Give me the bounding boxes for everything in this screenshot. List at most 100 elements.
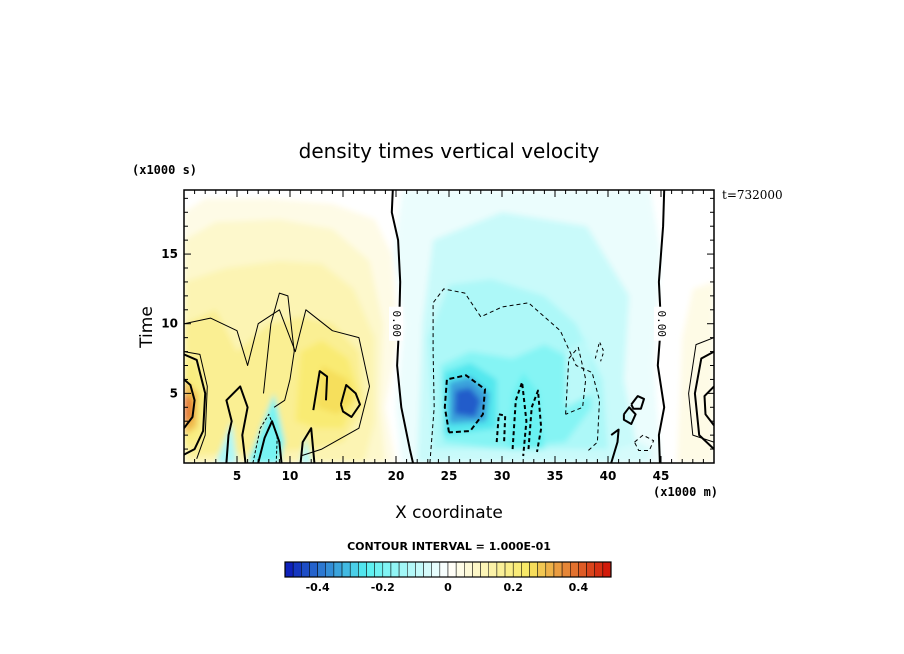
colorbar-cell bbox=[447, 561, 457, 578]
colorbar-cell bbox=[374, 561, 384, 578]
zero-contour-small bbox=[225, 385, 249, 463]
x-tick-label: 15 bbox=[335, 469, 352, 483]
pos-contour bbox=[184, 309, 370, 457]
neg-contour bbox=[252, 413, 278, 463]
colorbar-tick-label: -0.4 bbox=[306, 581, 330, 594]
neg-contour bbox=[429, 288, 600, 463]
colorbar-cell bbox=[464, 561, 473, 578]
colorbar-cell bbox=[333, 561, 343, 578]
colorbar-cell bbox=[349, 561, 359, 578]
colorbar-tick-label: 0.4 bbox=[569, 581, 589, 594]
pos-contour bbox=[263, 292, 295, 408]
colorbar-tick-label: 0 bbox=[444, 581, 452, 594]
field-patch bbox=[316, 365, 354, 415]
colorbar bbox=[284, 561, 612, 578]
x-tick-label: 10 bbox=[282, 469, 299, 483]
neg-contour bbox=[527, 389, 543, 453]
colorbar-cell bbox=[455, 561, 465, 578]
zero-contour-small bbox=[299, 427, 316, 463]
contour-interval-label: CONTOUR INTERVAL = 1.000E-01 bbox=[347, 540, 551, 553]
colorbar-cell bbox=[480, 561, 490, 578]
colorbar-frame bbox=[284, 561, 612, 578]
colorbar-cell bbox=[504, 561, 514, 578]
field-patch bbox=[565, 337, 593, 408]
colorbar-cell bbox=[512, 561, 522, 578]
x-tick-label: 40 bbox=[600, 469, 617, 483]
pos-contour bbox=[312, 370, 329, 411]
colorbar-tick-label: -0.2 bbox=[371, 581, 395, 594]
zero-label-background bbox=[654, 306, 668, 341]
zero-contour-small bbox=[630, 395, 645, 410]
field-patch bbox=[613, 442, 651, 463]
neg-contour bbox=[495, 413, 507, 443]
pos-contour bbox=[339, 384, 361, 418]
field-fill bbox=[184, 190, 714, 463]
colorbar-cell bbox=[382, 561, 392, 578]
colorbar-cell bbox=[325, 561, 335, 578]
field-patch bbox=[300, 435, 312, 463]
x-tick-label: 30 bbox=[494, 469, 511, 483]
field-patch bbox=[507, 372, 545, 450]
colorbar-cell bbox=[570, 561, 579, 578]
colorbar-cell bbox=[423, 561, 432, 578]
zero-contour-label: 0.00 bbox=[390, 310, 403, 337]
colorbar-cell bbox=[407, 561, 416, 578]
colorbar-cell bbox=[341, 561, 351, 578]
zero-contour-labels: 0.00 0.00 bbox=[389, 306, 668, 341]
zero-contour-small bbox=[610, 428, 620, 463]
field-patch bbox=[454, 387, 481, 417]
zero-label-background bbox=[389, 306, 403, 341]
y-tick-labels: 5 10 15 bbox=[161, 247, 178, 400]
colorbar-cell bbox=[439, 561, 449, 578]
colorbar-cell bbox=[415, 561, 424, 578]
field-patch bbox=[676, 281, 714, 463]
colorbar-cell bbox=[578, 561, 587, 578]
y-tick-label: 10 bbox=[161, 317, 178, 331]
field-layer bbox=[184, 190, 714, 463]
y-axis-units: (x1000 s) bbox=[132, 163, 197, 177]
colorbar-cell bbox=[488, 561, 498, 578]
field-patch bbox=[184, 393, 193, 424]
colorbar-cell bbox=[472, 561, 481, 578]
zero-contour-right-edge bbox=[693, 350, 714, 450]
x-axis-units: (x1000 m) bbox=[653, 485, 718, 499]
colorbar-cell bbox=[309, 561, 318, 578]
time-stamp: t=732000 bbox=[722, 188, 783, 202]
colorbar-cell bbox=[292, 561, 302, 578]
x-tick-label: 5 bbox=[233, 469, 241, 483]
neg-contour bbox=[594, 341, 605, 362]
zero-contour-right bbox=[656, 190, 666, 463]
pos-contour bbox=[703, 385, 714, 427]
axis-ticks bbox=[184, 190, 714, 463]
colorbar-cell bbox=[529, 561, 538, 578]
x-tick-label: 20 bbox=[388, 469, 405, 483]
zero-contour-left-edge bbox=[184, 353, 207, 456]
neg-contour bbox=[565, 346, 587, 415]
colorbar-cell bbox=[521, 561, 530, 578]
colorbar-cell bbox=[431, 561, 441, 578]
y-axis-label: Time bbox=[137, 306, 157, 349]
colorbar-cell bbox=[553, 561, 563, 578]
colorbar-labels: -0.4 -0.2 0 0.2 0.4 bbox=[306, 581, 589, 594]
colorbar-tick-label: 0.2 bbox=[503, 581, 523, 594]
colorbar-cell bbox=[390, 561, 400, 578]
x-tick-label: 45 bbox=[653, 469, 670, 483]
field-patch bbox=[215, 421, 237, 463]
colorbar-cell bbox=[561, 561, 571, 578]
colorbar-cell bbox=[496, 561, 506, 578]
colorbar-cell bbox=[301, 561, 310, 578]
pos-contour bbox=[184, 378, 196, 429]
pos-contour bbox=[184, 351, 208, 459]
colorbar-cell bbox=[537, 561, 547, 578]
colorbar-cell bbox=[366, 561, 375, 578]
x-tick-label: 25 bbox=[441, 469, 458, 483]
x-axis-label: X coordinate bbox=[395, 503, 503, 523]
colorbar-cell bbox=[594, 561, 604, 578]
colorbar-cell bbox=[398, 561, 408, 578]
zero-contour-small bbox=[257, 420, 283, 463]
pos-contour bbox=[688, 337, 714, 443]
zero-contour-small bbox=[622, 406, 637, 425]
y-tick-label: 5 bbox=[170, 386, 178, 400]
x-tick-label: 35 bbox=[547, 469, 564, 483]
